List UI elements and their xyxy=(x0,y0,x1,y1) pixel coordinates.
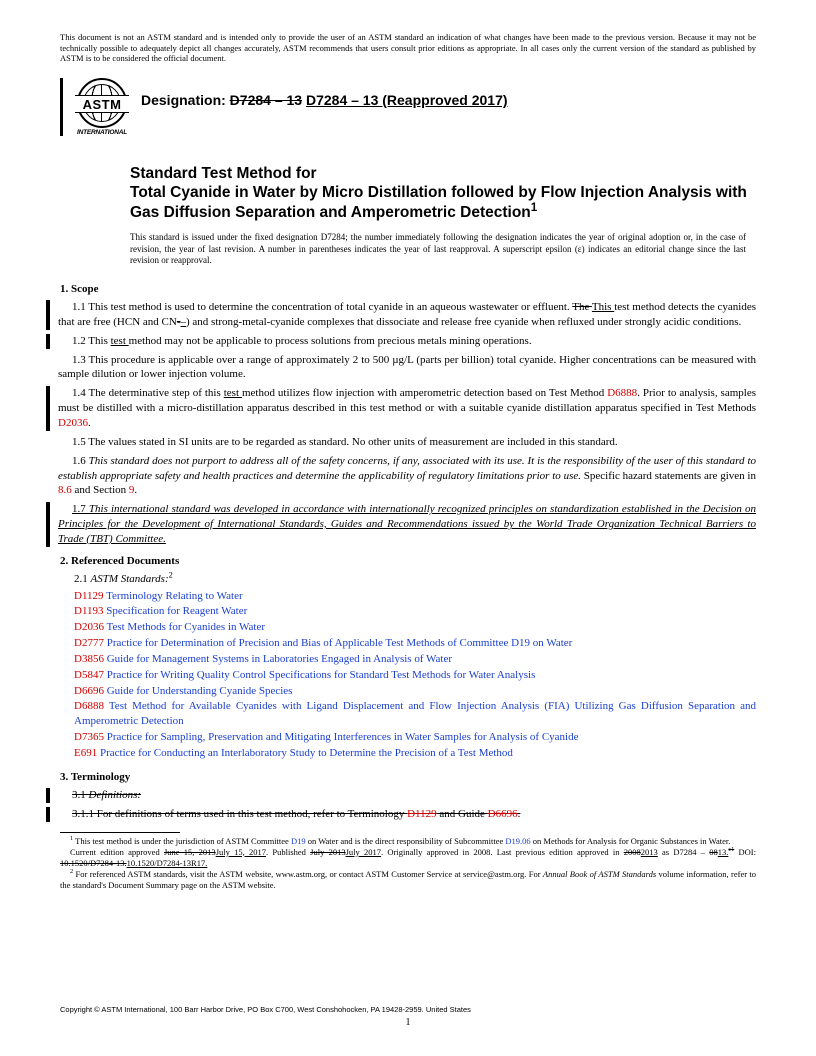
link-d19-06[interactable]: D19.06 xyxy=(505,836,530,846)
ref-title[interactable]: Practice for Writing Quality Control Spe… xyxy=(104,669,535,681)
reference-item: D2036 Test Methods for Cyanides in Water xyxy=(74,620,756,635)
ref-code[interactable]: D2777 xyxy=(74,637,104,649)
reference-item: D5847 Practice for Writing Quality Contr… xyxy=(74,668,756,683)
astm-logo: ASTM INTERNATIONAL xyxy=(73,78,131,136)
ref-title[interactable]: Guide for Management Systems in Laborato… xyxy=(104,653,452,665)
para-3-1-1: 3.1.1 For definitions of terms used in t… xyxy=(60,807,756,822)
ref-title[interactable]: Practice for Determination of Precision … xyxy=(104,637,572,649)
standard-title: Standard Test Method for Total Cyanide i… xyxy=(130,164,756,222)
ref-title[interactable]: Test Methods for Cyanides in Water xyxy=(104,621,265,633)
ref-title[interactable]: Practice for Conducting an Interlaborato… xyxy=(97,747,513,759)
designation-text: Designation: D7284 – 13 D7284 – 13 (Reap… xyxy=(141,78,508,108)
ref-code[interactable]: D1193 xyxy=(74,605,104,617)
ref-8-6[interactable]: 8.6 xyxy=(58,484,72,496)
ref-title[interactable]: Guide for Understanding Cyanide Species xyxy=(104,685,292,697)
ref-code[interactable]: D6696 xyxy=(74,685,104,697)
reference-item: D7365 Practice for Sampling, Preservatio… xyxy=(74,730,756,745)
top-disclaimer: This document is not an ASTM standard an… xyxy=(60,32,756,64)
para-2-1: 2.1 ASTM Standards:2 xyxy=(60,572,756,587)
ref-title[interactable]: Practice for Sampling, Preservation and … xyxy=(104,731,579,743)
ref-code[interactable]: D6888 xyxy=(74,700,104,712)
copyright-line: Copyright © ASTM International, 100 Barr… xyxy=(60,1005,471,1014)
link-d19[interactable]: D19 xyxy=(291,836,306,846)
ref-code[interactable]: D5847 xyxy=(74,669,104,681)
logo-text: ASTM xyxy=(75,95,129,113)
ref-code[interactable]: D1129 xyxy=(74,590,104,602)
page-number: 1 xyxy=(0,1017,816,1028)
section-1-head: 1. Scope xyxy=(60,283,756,295)
ref-d2036[interactable]: D2036 xyxy=(58,417,88,429)
para-1-1: 1.1 This test method is used to determin… xyxy=(60,300,756,330)
para-1-6: 1.6 This standard does not purport to ad… xyxy=(60,454,756,499)
ref-code[interactable]: E691 xyxy=(74,747,97,759)
footnotes: 1 This test method is under the jurisdic… xyxy=(60,836,756,891)
references-list: D1129 Terminology Relating to WaterD1193… xyxy=(60,589,756,761)
para-1-4: 1.4 The determinative step of this test … xyxy=(60,386,756,431)
new-designation: D7284 – 13 (Reapproved 2017) xyxy=(306,92,508,108)
section-3-head: 3. Terminology xyxy=(60,771,756,783)
ref-code[interactable]: D2036 xyxy=(74,621,104,633)
ref-d6888[interactable]: D6888 xyxy=(607,387,637,399)
ref-title[interactable]: Terminology Relating to Water xyxy=(104,590,243,602)
reference-item: D6888 Test Method for Available Cyanides… xyxy=(74,699,756,729)
para-3-1: 3.1 Definitions: xyxy=(60,788,756,803)
change-bar xyxy=(60,78,63,136)
reference-item: D1129 Terminology Relating to Water xyxy=(74,589,756,604)
para-1-7: 1.7 This international standard was deve… xyxy=(60,502,756,547)
para-1-3: 1.3 This procedure is applicable over a … xyxy=(60,353,756,383)
ref-title[interactable]: Test Method for Available Cyanides with … xyxy=(74,700,756,727)
logo-subtext: INTERNATIONAL xyxy=(77,129,127,136)
reference-item: D6696 Guide for Understanding Cyanide Sp… xyxy=(74,684,756,699)
para-1-5: 1.5 The values stated in SI units are to… xyxy=(60,435,756,450)
ref-title[interactable]: Specification for Reagent Water xyxy=(104,605,248,617)
section-2-head: 2. Referenced Documents xyxy=(60,555,756,567)
reference-item: E691 Practice for Conducting an Interlab… xyxy=(74,746,756,761)
designation-row: ASTM INTERNATIONAL Designation: D7284 – … xyxy=(60,78,756,136)
reference-item: D1193 Specification for Reagent Water xyxy=(74,604,756,619)
old-designation: D7284 – 13 xyxy=(230,92,302,108)
ref-code[interactable]: D3856 xyxy=(74,653,104,665)
para-1-2: 1.2 This test method may not be applicab… xyxy=(60,334,756,349)
ref-code[interactable]: D7365 xyxy=(74,731,104,743)
reference-item: D3856 Guide for Management Systems in La… xyxy=(74,652,756,667)
issuance-note: This standard is issued under the fixed … xyxy=(130,232,756,267)
reference-item: D2777 Practice for Determination of Prec… xyxy=(74,636,756,651)
